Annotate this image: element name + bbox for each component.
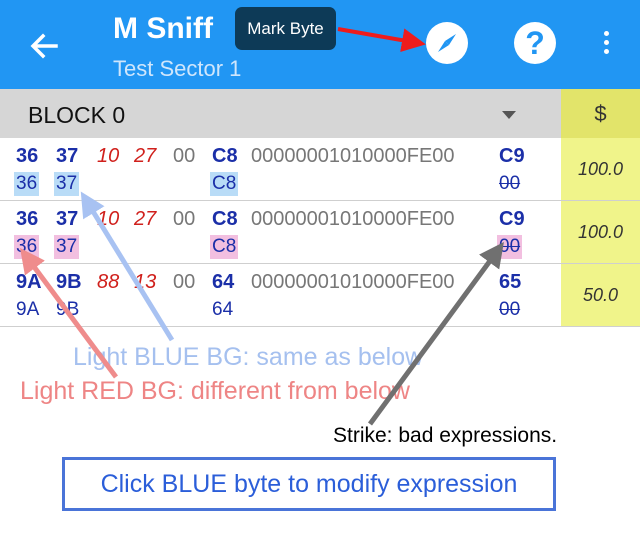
block-label: BLOCK 0 [28,102,126,128]
data-row-3: 9A 9B 88 13 00 64 00000001010000FE00 65 … [0,264,640,327]
expr-0[interactable]: 36 [14,235,40,259]
expr-checksum[interactable]: 00 [499,173,521,194]
data-row-2: 36 37 10 27 00 C8 00000001010000FE00 C9 … [0,201,640,264]
byte-4: 00 [173,271,196,293]
app-subtitle: Test Sector 1 [113,56,242,81]
byte-0[interactable]: 9A [16,271,42,293]
row-value: 100.0 [561,138,640,200]
byte-1[interactable]: 37 [56,208,79,230]
note-blue-bg: Light BLUE BG: same as below [73,343,424,371]
byte-5[interactable]: C8 [212,145,238,167]
byte-1[interactable]: 9B [56,271,82,293]
expr-5[interactable]: 64 [212,299,234,320]
note-strike: Strike: bad expressions. [333,424,558,447]
byte-3: 13 [134,271,157,293]
app-bar: M Sniff Test Sector 1 Mark Byte ? [0,0,640,89]
expr-1[interactable]: 37 [54,235,80,259]
click-hint-box: Click BLUE byte to modify expression [62,457,556,511]
byte-2: 88 [97,271,120,293]
block-selector[interactable]: BLOCK 0 [0,89,561,138]
byte-4: 00 [173,208,196,230]
byte-3: 27 [134,208,157,230]
byte-1[interactable]: 37 [56,145,79,167]
row-value: 50.0 [561,264,640,326]
byte-span: 00000001010000FE00 [251,208,455,230]
compass-icon[interactable] [426,22,468,64]
expr-checksum[interactable]: 00 [497,235,523,259]
byte-4: 00 [173,145,196,167]
expr-5[interactable]: C8 [210,172,239,196]
help-icon[interactable]: ? [514,22,556,64]
byte-3: 27 [134,145,157,167]
dropdown-arrow-icon[interactable] [502,111,516,119]
byte-checksum[interactable]: C9 [499,208,525,230]
expr-1[interactable]: 37 [54,172,80,196]
byte-2: 10 [97,208,120,230]
mark-byte-tooltip: Mark Byte [235,7,336,50]
row-value: 100.0 [561,201,640,263]
byte-5[interactable]: 64 [212,271,235,293]
data-row-1: 36 37 10 27 00 C8 00000001010000FE00 C9 … [0,138,640,201]
byte-0[interactable]: 36 [16,208,39,230]
expr-5[interactable]: C8 [210,235,239,259]
byte-span: 00000001010000FE00 [251,271,455,293]
note-red-bg: Light RED BG: different from below [20,377,410,405]
expr-0[interactable]: 36 [14,172,40,196]
value-column-header: $ [561,89,640,138]
expr-0[interactable]: 9A [16,299,40,320]
byte-span: 00000001010000FE00 [251,145,455,167]
more-vert-icon[interactable] [596,28,616,60]
byte-2: 10 [97,145,120,167]
expr-1[interactable]: 9B [56,299,80,320]
app-title: M Sniff [113,12,213,45]
byte-0[interactable]: 36 [16,145,39,167]
byte-checksum[interactable]: C9 [499,145,525,167]
byte-5[interactable]: C8 [212,208,238,230]
expr-checksum[interactable]: 00 [499,299,521,320]
back-arrow-icon[interactable] [26,28,62,64]
byte-checksum[interactable]: 65 [499,271,522,293]
